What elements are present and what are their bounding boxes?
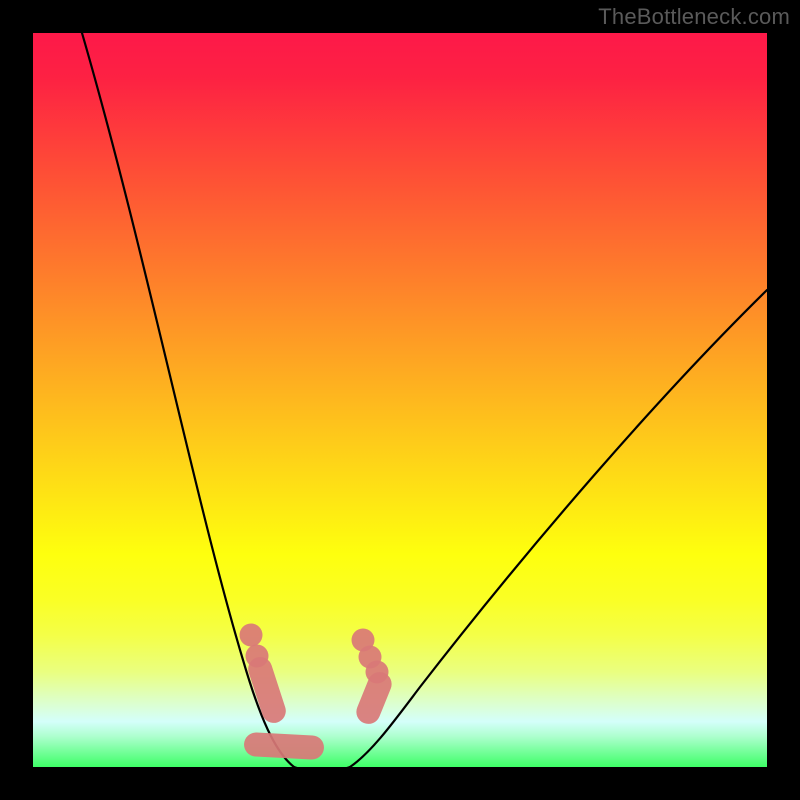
curve-bottom [294, 767, 350, 771]
watermark-text: TheBottleneck.com [598, 4, 790, 30]
gradient-panel [33, 33, 767, 767]
chart-stage: TheBottleneck.com [0, 0, 800, 800]
